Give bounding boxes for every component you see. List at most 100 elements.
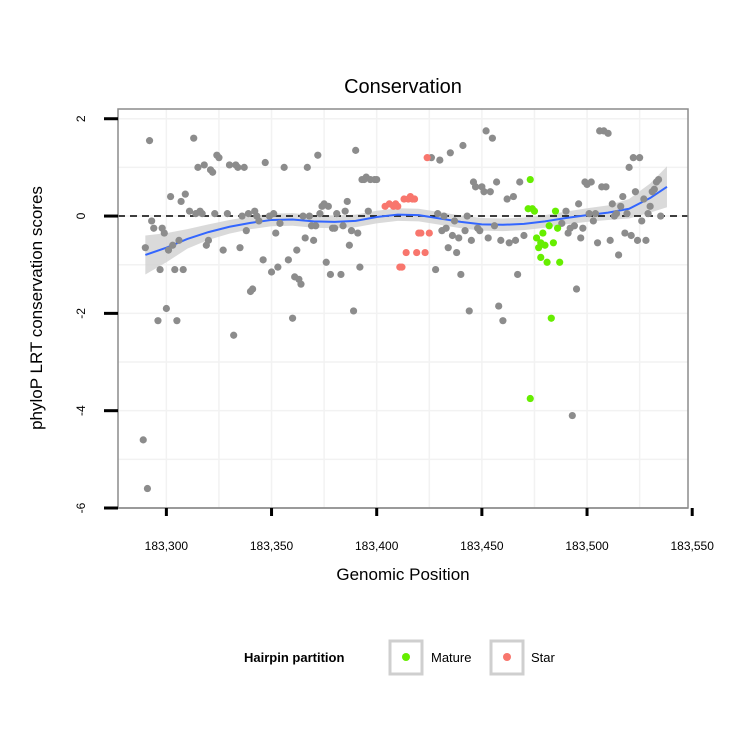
data-point-other (617, 202, 625, 210)
data-point-other (185, 207, 194, 215)
data-point-other (326, 270, 335, 279)
data-point-other (274, 263, 282, 271)
data-point-other (619, 192, 627, 201)
data-point-other (450, 217, 459, 225)
data-point-other (194, 163, 202, 171)
data-point-other (215, 154, 223, 162)
data-point-other (200, 161, 208, 169)
data-point-star (398, 263, 406, 271)
plot-area (117, 108, 689, 509)
data-point-other (240, 163, 248, 171)
data-point-other (364, 207, 372, 215)
data-point-other (444, 244, 452, 252)
data-point-other (568, 411, 576, 420)
data-point-mature (539, 229, 547, 237)
grid-lines (118, 109, 688, 508)
data-point-other (625, 163, 633, 171)
data-point-other (373, 175, 381, 184)
data-point-mature (526, 394, 534, 403)
y-axis-title: phyloP LRT conservation scores (27, 186, 46, 430)
x-tick-label: 183,500 (565, 539, 609, 553)
legend-item-mature: Mature (388, 639, 471, 676)
data-point-other (347, 227, 356, 235)
data-point-other (272, 229, 280, 237)
data-point-star (402, 248, 410, 257)
data-point-other (310, 236, 318, 244)
data-point-other (288, 314, 297, 322)
data-point-other (270, 210, 278, 218)
data-point-other (459, 141, 467, 150)
data-point-star (425, 229, 433, 237)
chart-title: Conservation (344, 76, 462, 98)
data-point-other (497, 236, 505, 244)
data-point-other (301, 234, 309, 242)
data-point-other (169, 241, 177, 249)
legend-swatch-star (503, 653, 511, 661)
data-point-other (465, 307, 473, 315)
smooth-trend-line (145, 186, 668, 256)
data-point-other (223, 210, 231, 218)
data-point-other (166, 192, 175, 201)
confidence-ribbon (145, 166, 667, 275)
data-point-other (156, 265, 164, 274)
data-point-other (209, 168, 217, 176)
data-point-other (276, 219, 284, 227)
data-point-other (621, 229, 629, 237)
y-tick-label: -6 (74, 502, 88, 513)
data-point-other (238, 212, 246, 220)
data-point-other (175, 236, 183, 244)
y-tick-label: 0 (74, 212, 88, 219)
data-point-other (314, 151, 322, 159)
data-point-other (284, 256, 292, 264)
data-point-other (577, 234, 585, 242)
legend-item-star: Star (489, 639, 556, 676)
data-point-other (339, 222, 347, 230)
data-point-other (299, 212, 307, 220)
data-point-other (349, 307, 358, 315)
data-point-other (211, 210, 219, 218)
data-point-other (579, 224, 587, 232)
data-point-other (476, 227, 484, 235)
data-point-other (657, 212, 665, 220)
data-point-mature (543, 258, 551, 266)
data-point-other (471, 183, 480, 191)
data-point-other (303, 163, 311, 171)
data-point-other (623, 210, 631, 218)
x-tick-label: 183,300 (145, 539, 189, 553)
data-point-other (255, 217, 263, 225)
x-tick-label: 183,550 (671, 539, 715, 553)
x-axis: 183,300 183,350 183,400 183,450 183,500 183,5… (118, 507, 715, 553)
data-point-other (162, 304, 170, 313)
data-point-other (440, 212, 448, 220)
data-point-other (312, 222, 320, 230)
data-point-other (352, 146, 360, 154)
data-point-other (173, 317, 181, 325)
data-point-other (511, 236, 520, 244)
data-point-other (150, 224, 158, 232)
data-point-other (305, 212, 314, 220)
data-point-other (558, 219, 566, 227)
data-point-other (148, 217, 156, 225)
data-point-other (234, 163, 242, 171)
data-point-other (333, 210, 341, 218)
data-point-other (219, 246, 227, 254)
data-point-other (337, 270, 345, 279)
data-point-other (509, 192, 518, 201)
data-point-mature (549, 239, 557, 247)
data-point-other (608, 200, 616, 208)
data-point-other (225, 161, 234, 169)
data-point-other (654, 175, 663, 184)
legend-label-star: Star (531, 650, 556, 665)
x-tick-label: 183,450 (460, 539, 504, 553)
data-point-other (585, 210, 593, 218)
data-point-other (190, 134, 198, 142)
data-point-other (480, 188, 488, 196)
data-point-other (638, 217, 646, 225)
data-point-other (293, 246, 301, 254)
data-point-other (482, 127, 490, 135)
data-point-other (164, 246, 173, 254)
data-point-star (423, 154, 431, 162)
data-point-other (297, 280, 305, 288)
data-point-other (520, 231, 528, 240)
